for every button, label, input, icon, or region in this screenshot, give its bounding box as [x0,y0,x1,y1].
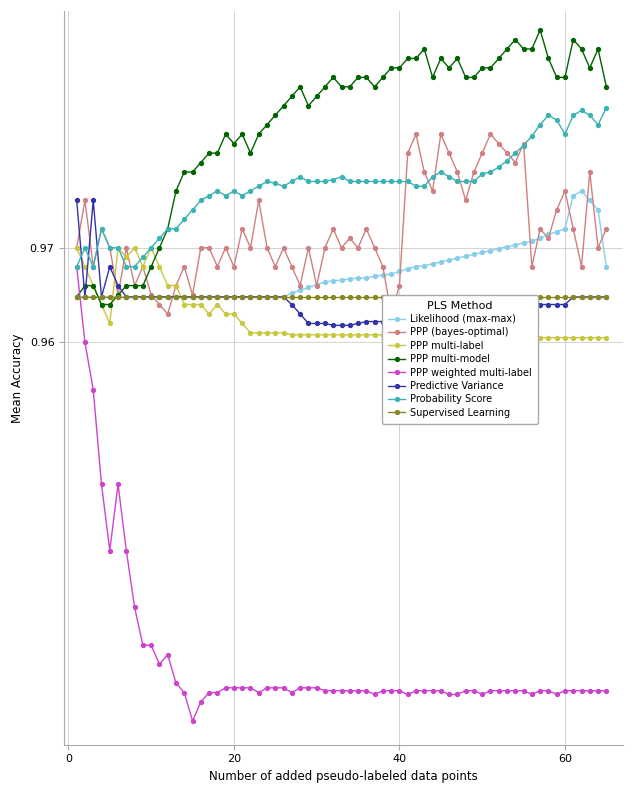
Likelihood (max-max) [578,186,585,195]
Line: PPP multi-label: PPP multi-label [75,246,608,340]
PPP multi-model [586,64,593,73]
PPP (bayes-optimal) [304,243,312,252]
PPP (bayes-optimal) [205,243,213,252]
PPP multi-label [296,330,304,340]
Supervised Learning [346,292,354,302]
PPP weighted multi-label [586,686,593,696]
Probability Score [73,262,81,272]
PPP weighted multi-label [189,716,197,726]
PPP (bayes-optimal) [354,243,362,252]
Likelihood (max-max) [528,237,536,246]
Supervised Learning [602,292,610,302]
PPP weighted multi-label [238,683,246,692]
PPP (bayes-optimal) [602,224,610,233]
Probability Score [586,110,593,120]
Likelihood (max-max) [296,286,304,295]
X-axis label: Number of added pseudo-labeled data points: Number of added pseudo-labeled data poin… [209,770,478,783]
PPP multi-model [304,101,312,110]
PPP multi-label [429,333,436,342]
PPP multi-label [586,333,593,342]
PPP multi-label [602,333,610,342]
Predictive Variance [354,318,362,328]
Supervised Learning [296,292,304,302]
PPP multi-model [536,25,544,35]
PPP (bayes-optimal) [545,233,552,243]
Line: Predictive Variance: Predictive Variance [75,198,608,327]
Y-axis label: Mean Accuracy: Mean Accuracy [11,333,24,422]
Probability Score [346,177,354,187]
Likelihood (max-max) [197,292,205,302]
Predictive Variance [73,195,81,205]
PPP multi-model [602,82,610,91]
Supervised Learning [230,292,238,302]
Supervised Learning [73,292,81,302]
Line: Probability Score: Probability Score [75,106,608,268]
Predictive Variance [296,309,304,318]
PPP multi-model [545,54,552,64]
Probability Score [528,131,536,141]
PPP multi-model [98,300,105,310]
Probability Score [230,186,238,195]
PPP weighted multi-label [354,686,362,696]
PPP multi-label [536,333,544,342]
Likelihood (max-max) [230,292,238,302]
Probability Score [602,103,610,113]
PPP (bayes-optimal) [412,129,420,139]
Predictive Variance [586,292,593,302]
Supervised Learning [197,292,205,302]
Likelihood (max-max) [346,274,354,283]
PPP weighted multi-label [304,683,312,692]
Predictive Variance [602,292,610,302]
PPP multi-model [238,129,246,139]
PPP (bayes-optimal) [73,243,81,252]
Line: Supervised Learning: Supervised Learning [75,295,608,299]
PPP weighted multi-label [536,686,544,696]
PPP multi-model [73,292,81,302]
Line: PPP multi-model: PPP multi-model [75,28,608,306]
Line: Likelihood (max-max): Likelihood (max-max) [75,189,608,299]
Predictive Variance [330,321,337,330]
Likelihood (max-max) [586,195,593,205]
PPP (bayes-optimal) [586,168,593,177]
Probability Score [296,172,304,182]
PPP multi-model [354,72,362,82]
Likelihood (max-max) [602,262,610,272]
PPP (bayes-optimal) [238,224,246,233]
Legend: Likelihood (max-max), PPP (bayes-optimal), PPP multi-label, PPP multi-model, PPP: Likelihood (max-max), PPP (bayes-optimal… [382,295,538,423]
Predictive Variance [197,292,205,302]
Predictive Variance [230,292,238,302]
Line: PPP weighted multi-label: PPP weighted multi-label [75,264,608,723]
PPP weighted multi-label [602,686,610,696]
PPP multi-model [205,148,213,158]
Supervised Learning [586,292,593,302]
PPP (bayes-optimal) [164,309,172,318]
Supervised Learning [528,292,536,302]
PPP weighted multi-label [205,688,213,697]
Probability Score [197,195,205,205]
Likelihood (max-max) [73,292,81,302]
PPP multi-label [230,309,238,318]
Line: PPP (bayes-optimal): PPP (bayes-optimal) [75,133,608,316]
PPP multi-label [197,300,205,310]
PPP weighted multi-label [73,262,81,272]
Predictive Variance [536,300,544,310]
PPP multi-label [346,330,354,340]
PPP multi-label [73,243,81,252]
